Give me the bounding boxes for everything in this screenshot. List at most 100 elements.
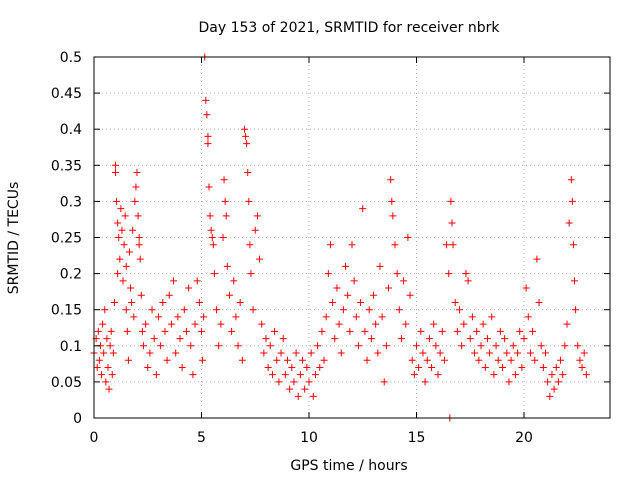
data-point bbox=[419, 349, 427, 357]
data-point bbox=[410, 371, 418, 379]
data-point bbox=[417, 327, 425, 335]
y-tick-label: 0.3 bbox=[60, 194, 82, 210]
data-point bbox=[155, 313, 162, 321]
data-point bbox=[130, 313, 138, 321]
data-point bbox=[122, 262, 130, 270]
data-point bbox=[466, 335, 474, 343]
data-point bbox=[311, 371, 319, 379]
data-point bbox=[327, 241, 334, 249]
data-point bbox=[406, 291, 414, 299]
y-tick-label: 0.25 bbox=[51, 231, 82, 247]
x-tick-label: 5 bbox=[197, 430, 206, 446]
data-point bbox=[246, 241, 254, 249]
data-point bbox=[210, 270, 218, 278]
data-point bbox=[301, 385, 309, 393]
data-point bbox=[114, 270, 122, 278]
data-point bbox=[113, 197, 121, 205]
data-point bbox=[249, 306, 257, 314]
data-point bbox=[464, 277, 472, 285]
data-point bbox=[125, 248, 133, 256]
data-point bbox=[546, 392, 554, 400]
data-point bbox=[152, 371, 160, 379]
data-point bbox=[438, 327, 446, 335]
data-point bbox=[333, 284, 341, 292]
data-point bbox=[365, 306, 373, 314]
data-point bbox=[245, 197, 253, 205]
data-point bbox=[471, 349, 479, 357]
data-point bbox=[350, 277, 358, 285]
data-point bbox=[363, 356, 371, 364]
data-point bbox=[163, 356, 171, 364]
data-point bbox=[189, 371, 197, 379]
data-point bbox=[279, 335, 287, 343]
data-point bbox=[132, 183, 140, 191]
data-point bbox=[443, 241, 451, 249]
data-point bbox=[488, 313, 496, 321]
data-point bbox=[389, 212, 397, 220]
y-tick-label: 0.1 bbox=[60, 339, 82, 355]
data-point bbox=[225, 291, 233, 299]
data-point bbox=[203, 111, 211, 119]
data-point bbox=[318, 327, 326, 335]
data-point bbox=[114, 219, 122, 227]
data-point bbox=[215, 342, 223, 350]
data-point bbox=[144, 363, 152, 371]
data-point bbox=[339, 306, 347, 314]
data-point bbox=[296, 371, 304, 379]
data-point bbox=[518, 363, 526, 371]
data-point bbox=[359, 205, 367, 213]
data-point bbox=[115, 234, 123, 241]
data-point bbox=[116, 255, 124, 263]
data-point bbox=[206, 212, 214, 220]
data-point bbox=[501, 335, 509, 343]
data-point bbox=[565, 219, 573, 227]
data-point bbox=[516, 327, 524, 335]
data-point bbox=[176, 335, 184, 343]
data-point bbox=[337, 349, 345, 357]
data-point bbox=[388, 197, 396, 205]
data-point bbox=[264, 363, 272, 371]
data-point bbox=[503, 349, 511, 357]
data-point bbox=[460, 320, 468, 328]
data-point bbox=[223, 262, 231, 270]
data-point bbox=[542, 349, 549, 357]
data-point bbox=[129, 226, 137, 234]
data-point bbox=[576, 356, 584, 364]
data-point bbox=[397, 335, 405, 343]
data-point bbox=[133, 169, 141, 177]
y-tick-labels: 0 0.05 0.1 0.15 0.2 0.25 0.3 0.35 0.4 0.45 0.5 bbox=[51, 50, 82, 427]
data-point bbox=[582, 371, 590, 379]
data-point bbox=[277, 349, 285, 357]
data-point bbox=[241, 125, 248, 133]
data-point bbox=[104, 363, 112, 371]
data-point bbox=[182, 327, 190, 335]
data-point bbox=[445, 270, 453, 278]
data-point bbox=[453, 327, 461, 335]
data-point bbox=[514, 349, 522, 357]
y-tick-label: 0.35 bbox=[51, 158, 82, 174]
data-point bbox=[486, 349, 494, 357]
data-point bbox=[187, 342, 195, 350]
data-point bbox=[428, 363, 436, 371]
data-point bbox=[567, 176, 575, 184]
data-point bbox=[243, 140, 251, 148]
data-point bbox=[199, 356, 207, 364]
data-point bbox=[402, 320, 410, 328]
data-points bbox=[90, 53, 590, 422]
data-point bbox=[509, 342, 517, 350]
data-point bbox=[135, 241, 143, 249]
data-point bbox=[400, 277, 408, 285]
data-point bbox=[258, 320, 266, 328]
data-point bbox=[281, 371, 289, 379]
data-point bbox=[303, 363, 311, 371]
data-point bbox=[174, 313, 182, 321]
data-point bbox=[127, 284, 135, 292]
data-point bbox=[539, 363, 547, 371]
data-point bbox=[481, 363, 489, 371]
data-point bbox=[106, 342, 114, 350]
data-point bbox=[511, 371, 519, 379]
data-point bbox=[322, 313, 330, 321]
data-point bbox=[213, 306, 221, 314]
data-point bbox=[251, 226, 259, 234]
data-point bbox=[209, 241, 217, 249]
